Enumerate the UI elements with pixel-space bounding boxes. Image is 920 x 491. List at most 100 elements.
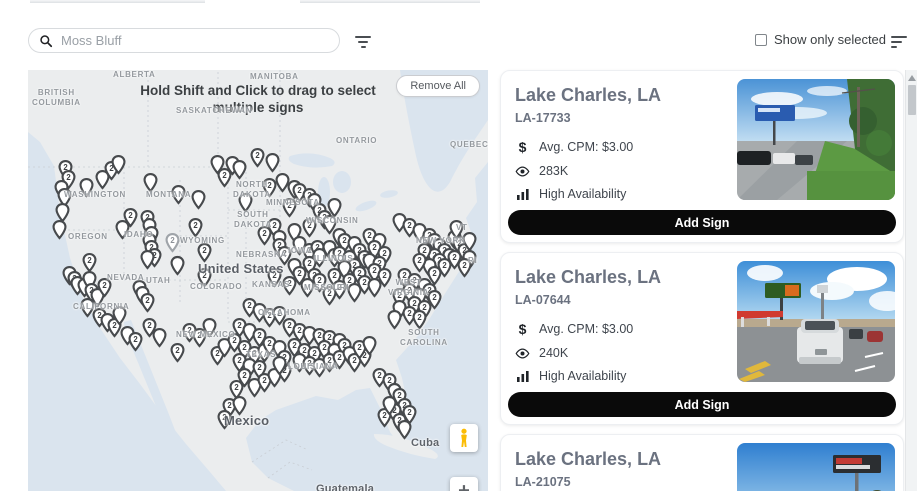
show-only-selected-checkbox[interactable]	[755, 33, 767, 46]
map-pin-cluster-2[interactable]: 2	[256, 225, 273, 246]
map-pin-cluster-2[interactable]: 2	[411, 252, 428, 273]
map-pin-cluster-2[interactable]: 2	[291, 182, 308, 203]
map-pin-cluster-2[interactable]: 2	[164, 232, 181, 253]
map-pin[interactable]	[264, 152, 281, 173]
map-pin-cluster-2[interactable]: 2	[226, 332, 243, 353]
map-pin-cluster-2[interactable]: 2	[216, 409, 233, 430]
map-pin[interactable]	[231, 159, 248, 180]
map-pin-cluster-2[interactable]: 2	[281, 197, 298, 218]
map-pin[interactable]	[111, 305, 128, 326]
map-pin[interactable]	[321, 214, 338, 235]
map-pin[interactable]	[51, 219, 68, 240]
map-pin[interactable]	[361, 335, 378, 356]
map-pin[interactable]	[291, 352, 308, 373]
map-pin[interactable]	[251, 302, 268, 323]
map-pin-cluster-2[interactable]: 2	[426, 265, 443, 286]
map-pin-cluster-2[interactable]: 2	[216, 167, 233, 188]
map-pin[interactable]	[114, 219, 131, 240]
filter-icon[interactable]	[355, 36, 371, 48]
map-pin[interactable]	[94, 169, 111, 190]
map-pin[interactable]	[151, 327, 168, 348]
map-pin[interactable]	[271, 355, 288, 376]
map-pin-cluster-2[interactable]: 2	[191, 327, 208, 348]
map-pin[interactable]	[291, 235, 308, 256]
map-pin-cluster-2[interactable]: 2	[261, 177, 278, 198]
map-pin[interactable]	[386, 309, 403, 330]
map-pin[interactable]	[169, 255, 186, 276]
map-pin[interactable]	[274, 172, 291, 193]
map-pin-cluster-2[interactable]: 2	[141, 317, 158, 338]
map-pin[interactable]	[326, 197, 343, 218]
scrollbar-thumb[interactable]	[907, 85, 916, 115]
map-pin-cluster-2[interactable]: 2	[446, 249, 463, 270]
map-pin[interactable]	[411, 222, 428, 243]
add-sign-button[interactable]: Add Sign	[508, 392, 896, 417]
map-pin[interactable]	[110, 154, 127, 175]
map-pin[interactable]	[142, 172, 159, 193]
map-pin-cluster-2[interactable]: 2	[371, 367, 388, 388]
map-pin-cluster-2[interactable]: 2	[311, 272, 328, 293]
map-pin[interactable]	[139, 249, 156, 270]
map-pin-cluster-2[interactable]: 2	[249, 147, 266, 168]
map-pin-cluster-2[interactable]: 2	[241, 297, 258, 318]
map-pin-cluster-2[interactable]: 2	[281, 275, 298, 296]
map-pin-cluster-2[interactable]: 2	[139, 292, 156, 313]
map-pin-cluster-2[interactable]: 2	[96, 277, 113, 298]
map-pin-cluster-2[interactable]: 2	[187, 217, 204, 238]
map-pin-cluster-2[interactable]: 2	[127, 331, 144, 352]
map-pin[interactable]	[448, 219, 465, 240]
map-pin-cluster-2[interactable]: 2	[181, 322, 198, 343]
map-pin-cluster-2[interactable]: 2	[169, 342, 186, 363]
street-view-pegman-icon[interactable]	[450, 424, 478, 452]
map-pin[interactable]	[366, 277, 383, 298]
map-pin-cluster-2[interactable]: 2	[236, 367, 253, 388]
map-pin-cluster-2[interactable]: 2	[331, 279, 348, 300]
search-input[interactable]	[61, 33, 329, 48]
zoom-in-button[interactable]: +	[450, 477, 478, 491]
svg-text:2: 2	[417, 256, 422, 265]
map-pin-cluster-2[interactable]: 2	[401, 404, 418, 425]
map-pin[interactable]	[391, 212, 408, 233]
map-pin-cluster-2[interactable]: 2	[122, 207, 139, 228]
map-pin-cluster-2[interactable]: 2	[411, 309, 428, 330]
map-canvas[interactable]: Hold Shift and Click to drag to select m…	[28, 70, 488, 491]
map-pin-cluster-2[interactable]: 2	[321, 285, 338, 306]
map-pin[interactable]	[190, 189, 207, 210]
map-pin[interactable]	[231, 395, 248, 416]
map-pin-cluster-2[interactable]: 2	[276, 245, 293, 266]
map-pin-cluster-2[interactable]: 2	[196, 242, 213, 263]
map-pin-cluster-2[interactable]: 2	[426, 289, 443, 310]
map-pin-cluster-2[interactable]: 2	[401, 217, 418, 238]
sort-icon[interactable]	[891, 36, 907, 48]
map-pin-cluster-2[interactable]: 2	[261, 335, 278, 356]
add-sign-button[interactable]: Add Sign	[508, 210, 896, 235]
map-pin-cluster-2[interactable]: 2	[271, 305, 288, 326]
card-list-scrollbar[interactable]	[905, 70, 917, 491]
map-pin-cluster-2[interactable]: 2	[456, 257, 473, 278]
map-pin[interactable]	[299, 277, 316, 298]
map-pin[interactable]	[396, 419, 413, 440]
search-box[interactable]	[28, 28, 340, 53]
map-pin[interactable]	[209, 154, 226, 175]
map-pin-cluster-2[interactable]: 2	[291, 265, 308, 286]
map-pin-cluster-2[interactable]: 2	[281, 317, 298, 338]
svg-text:2: 2	[297, 326, 302, 335]
map-pin[interactable]	[381, 395, 398, 416]
map-pin[interactable]	[201, 317, 218, 338]
svg-text:2: 2	[302, 346, 307, 355]
map-pin[interactable]	[170, 184, 187, 205]
map-pin[interactable]	[78, 177, 95, 198]
map-pin[interactable]	[461, 231, 478, 252]
map-pin-cluster-2[interactable]: 2	[376, 267, 393, 288]
map-pin-cluster-2[interactable]: 2	[356, 274, 373, 295]
svg-text:2: 2	[417, 313, 422, 322]
map-pin-cluster-2[interactable]: 2	[196, 267, 213, 288]
map-pin-cluster-2[interactable]: 2	[301, 217, 318, 238]
remove-all-button[interactable]: Remove All	[396, 75, 480, 97]
scroll-up-arrow-icon[interactable]	[907, 75, 916, 81]
map-pin[interactable]	[237, 192, 254, 213]
map-pin[interactable]	[241, 322, 258, 343]
map-pin[interactable]	[79, 297, 96, 318]
map-pin-cluster-2[interactable]: 2	[401, 305, 418, 326]
map-pin-cluster-2[interactable]: 2	[266, 267, 283, 288]
